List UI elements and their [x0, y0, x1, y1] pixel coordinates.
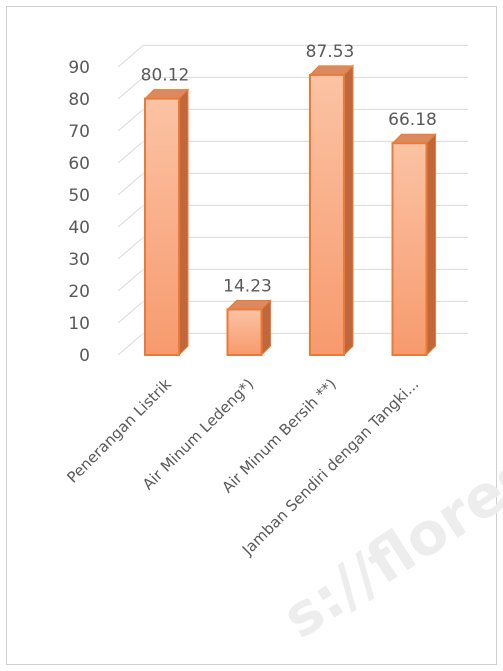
gridline-diag: [117, 205, 144, 228]
y-tick-label: 40: [68, 218, 90, 238]
watermark-text: s://flores: [271, 439, 503, 651]
y-tick-label: 30: [68, 250, 90, 270]
data-label: 80.12: [141, 66, 190, 86]
gridline-diag: [117, 237, 144, 260]
gridline-diag: [117, 269, 144, 292]
gridline-diag: [117, 141, 144, 164]
bar-side: [343, 64, 354, 357]
data-label: 66.18: [388, 110, 437, 130]
y-tick-label: 80: [68, 90, 90, 110]
bar-side: [178, 88, 189, 357]
y-tick-label: 10: [68, 314, 90, 334]
bar-side: [426, 133, 436, 357]
gridline-diag: [117, 77, 144, 100]
y-tick-label: 70: [68, 122, 90, 142]
bar: [144, 97, 180, 356]
bar: [391, 142, 428, 356]
data-label: 87.53: [306, 42, 355, 62]
y-tick-label: 60: [68, 154, 90, 174]
gridline-diag: [117, 109, 144, 132]
data-label: 14.23: [223, 276, 272, 296]
gridline-diag: [117, 173, 144, 196]
y-tick-label: 90: [68, 58, 90, 78]
y-tick-label: 50: [68, 186, 90, 206]
y-tick-label: 0: [79, 346, 90, 366]
gridline-diag: [117, 333, 144, 356]
y-tick-label: 20: [68, 282, 90, 302]
gridline-diag: [117, 301, 144, 324]
gridline-diag: [117, 45, 144, 68]
bar: [309, 73, 345, 357]
bar: [226, 308, 263, 356]
